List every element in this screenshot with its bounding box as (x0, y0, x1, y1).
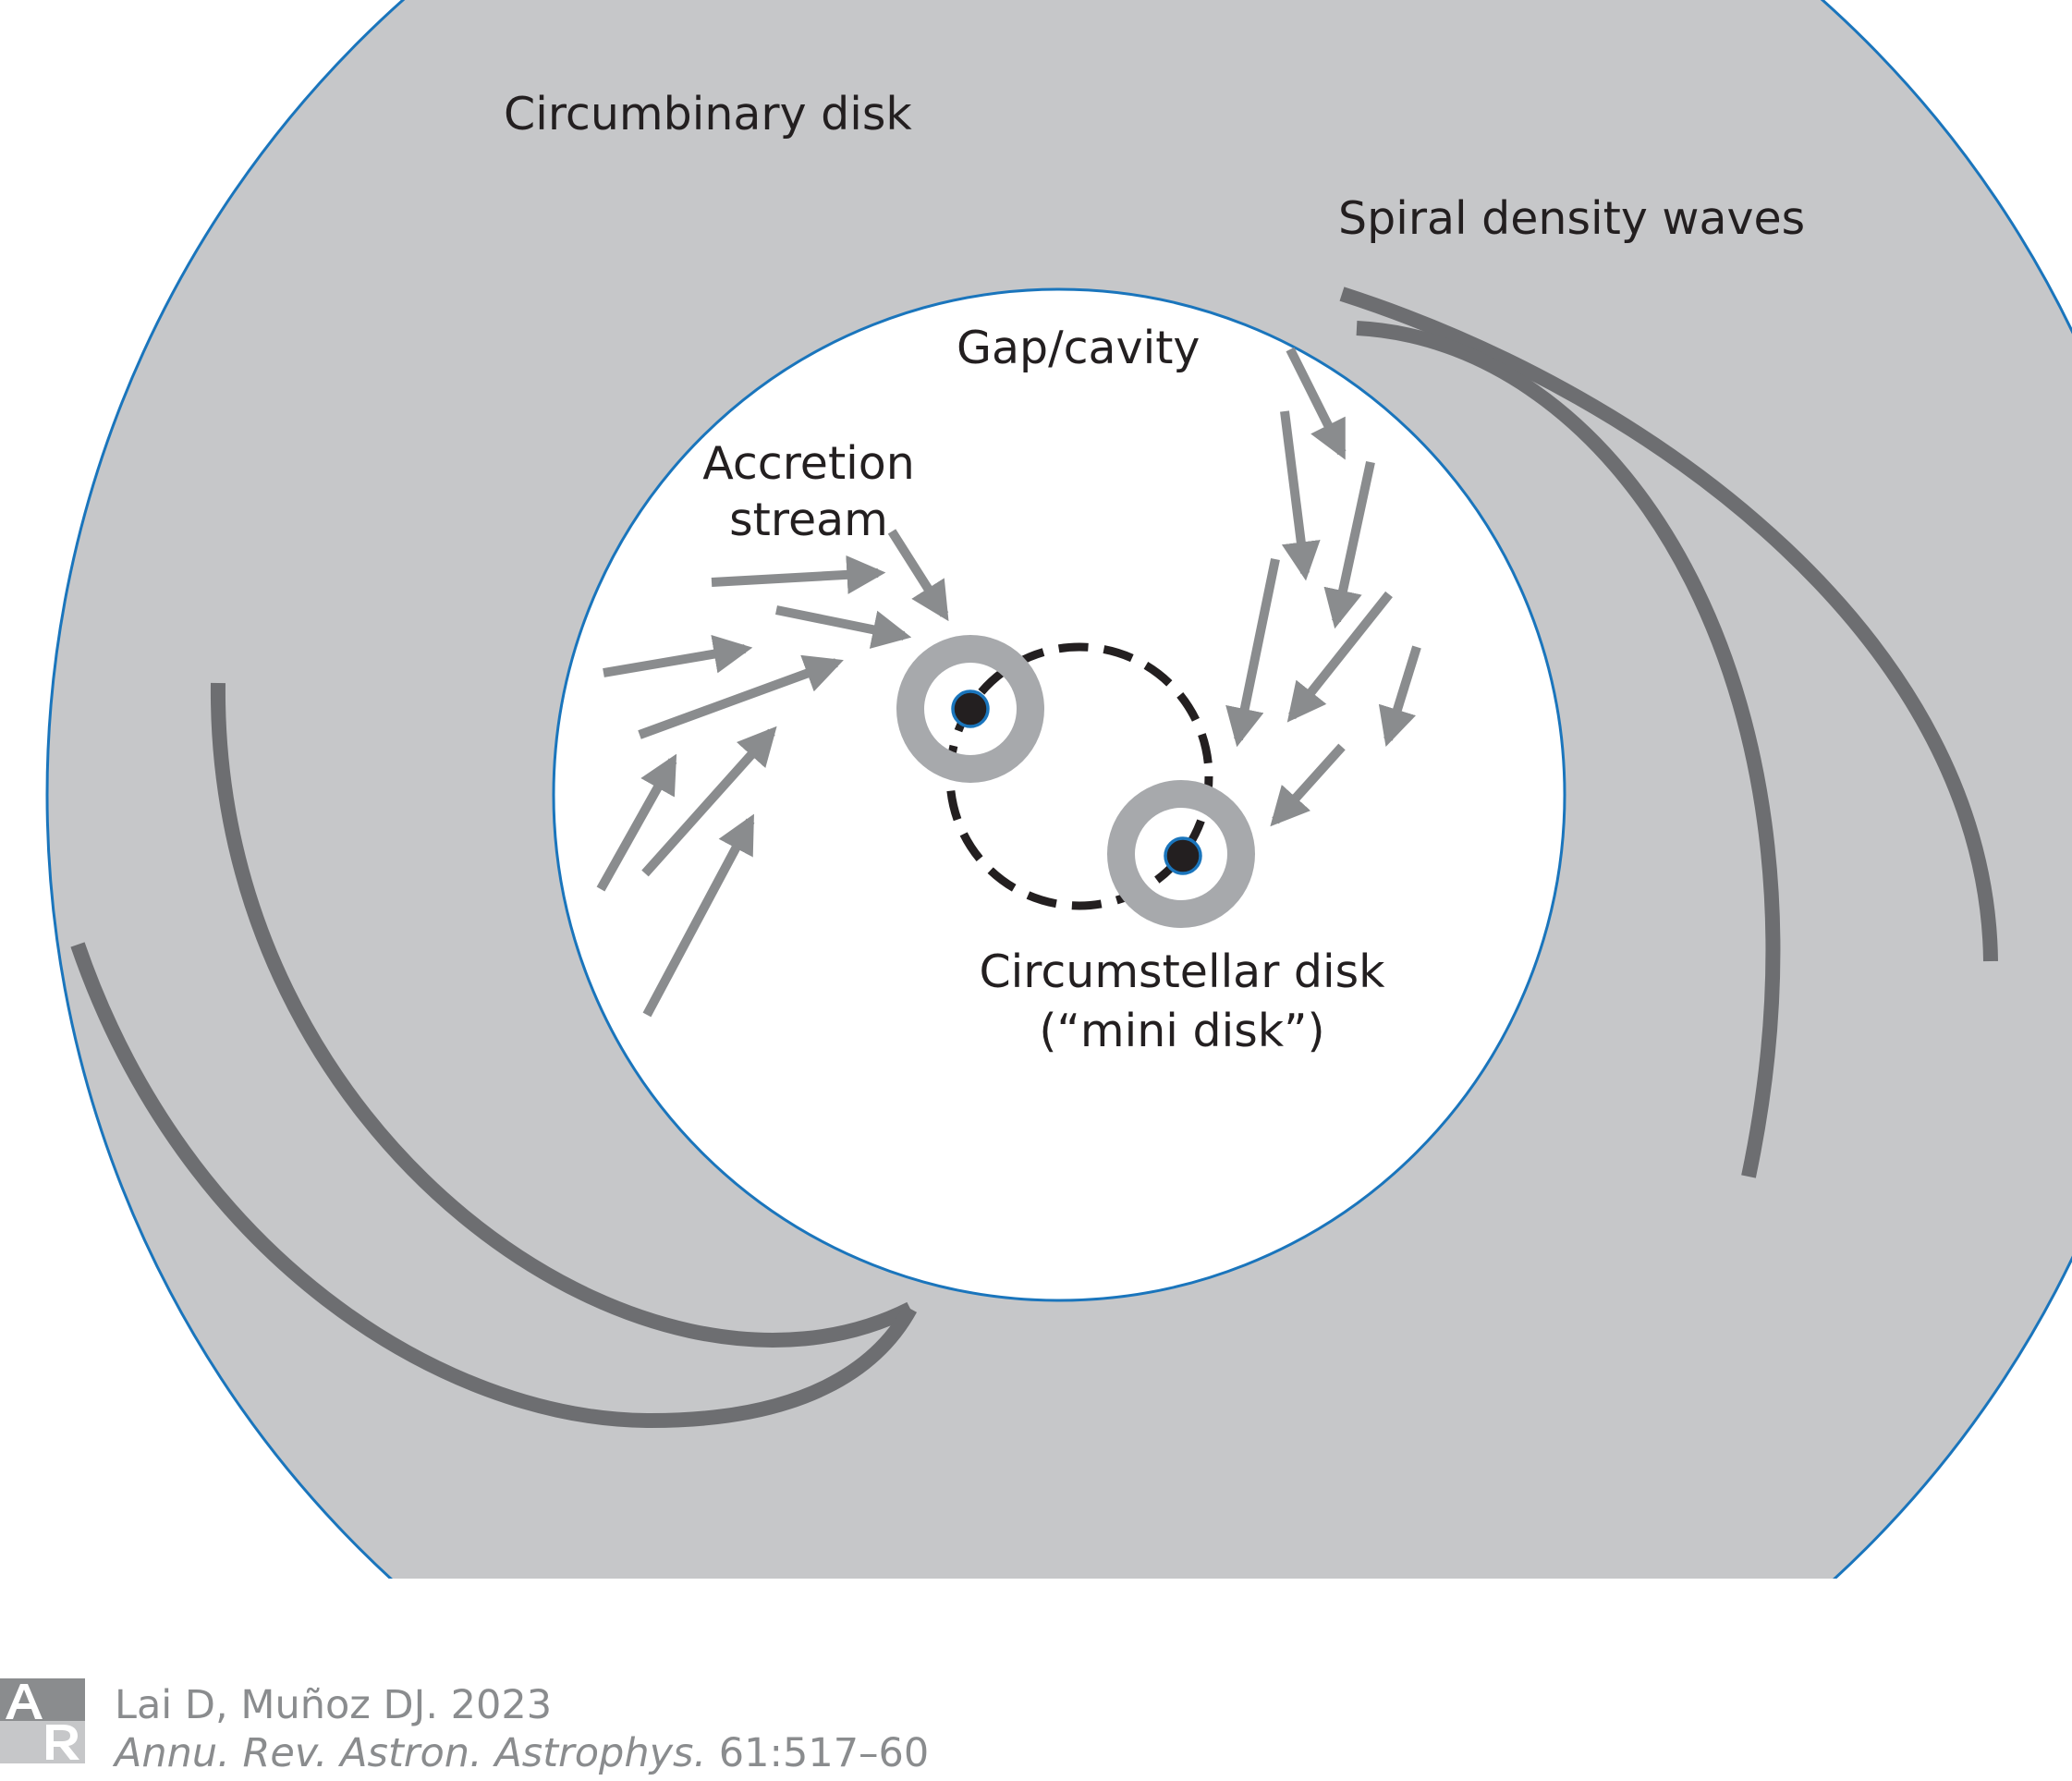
accretion-arrow (638, 654, 844, 739)
citation-journal: Annu. Rev. Astron. Astrophys. 61:517–60 (115, 1730, 929, 1776)
accretion-arrow (711, 555, 886, 594)
accretion-arrow (1378, 645, 1421, 748)
star-system-2 (1107, 780, 1255, 928)
accretion-arrow (1225, 557, 1280, 748)
circumstellar-disk (896, 635, 1044, 783)
annual-reviews-logo (0, 1678, 85, 1763)
star (951, 689, 990, 728)
citation-authors-year: Lai D, Muñoz DJ. 2023 (115, 1682, 553, 1728)
accretion-arrow (1323, 460, 1375, 629)
accretion-arrow (1270, 743, 1346, 827)
spiral-arm-left-inner (210, 682, 914, 1348)
accretion-arrow (1286, 347, 1347, 460)
spiral-arm-right-outer (1339, 287, 1998, 962)
label-circumbinary-disk: Circumbinary disk (504, 88, 912, 140)
label-circumstellar-disk-line1: Circumstellar disk (979, 945, 1385, 998)
star-system-1 (896, 635, 1044, 783)
spiral-arm-left-outer (70, 942, 918, 1429)
label-accretion-stream-line2: stream (729, 494, 888, 546)
accretion-arrow (775, 605, 912, 649)
citation-volume-pages: 61:517–60 (718, 1730, 930, 1776)
citation-block: Lai D, Muñoz DJ. 2023 Annu. Rev. Astron.… (0, 1664, 2072, 1781)
spiral-arm-right-inner (1356, 321, 1781, 1178)
accretion-arrow (603, 634, 753, 677)
accretion-arrow (1280, 410, 1321, 581)
label-spiral-density-waves: Spiral density waves (1338, 192, 1805, 245)
accretion-arrow (887, 529, 949, 622)
accretion-arrow (642, 813, 755, 1018)
label-accretion-stream-line1: Accretion (702, 437, 915, 490)
binary-disk-diagram: Circumbinary disk Spiral density waves G… (45, 0, 2072, 1579)
binary-orbit (945, 642, 1213, 910)
accretion-arrow (641, 726, 777, 877)
label-gap-cavity: Gap/cavity (957, 322, 1200, 374)
accretion-arrow (1286, 591, 1393, 723)
citation-journal-name: Annu. Rev. Astron. Astrophys. (115, 1730, 707, 1776)
accretion-arrow (596, 753, 677, 892)
star (1164, 836, 1202, 875)
circumstellar-disk (1107, 780, 1255, 928)
label-circumstellar-disk-line2: (“mini disk”) (1039, 1005, 1324, 1057)
